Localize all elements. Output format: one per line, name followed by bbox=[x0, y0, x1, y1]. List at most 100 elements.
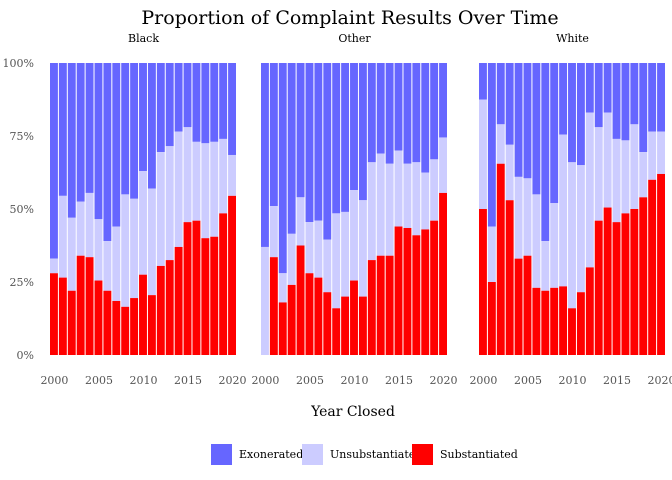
bar-unsubstantiated bbox=[67, 217, 76, 291]
bar-unsubstantiated bbox=[103, 241, 112, 291]
bar-unsubstantiated bbox=[430, 159, 439, 221]
bar-substantiated bbox=[296, 245, 305, 355]
bar-unsubstantiated bbox=[630, 124, 639, 209]
bar-exonerated bbox=[358, 63, 367, 201]
x-tick-label: 2015 bbox=[174, 374, 202, 387]
y-tick-label: 75% bbox=[10, 130, 34, 143]
x-tick-label: 2010 bbox=[559, 374, 587, 387]
bar-substantiated bbox=[612, 222, 621, 355]
bar-unsubstantiated bbox=[576, 165, 585, 293]
bar-unsubstantiated bbox=[94, 219, 103, 281]
bar-unsubstantiated bbox=[156, 152, 165, 266]
bar-substantiated bbox=[165, 260, 174, 355]
bar-substantiated bbox=[559, 286, 568, 355]
bar-unsubstantiated bbox=[585, 112, 594, 268]
bar-unsubstantiated bbox=[412, 162, 421, 236]
bar-unsubstantiated bbox=[568, 162, 576, 309]
bar-unsubstantiated bbox=[350, 190, 358, 281]
bar-unsubstantiated bbox=[121, 194, 130, 307]
bar-exonerated bbox=[394, 63, 403, 151]
bar-substantiated bbox=[130, 298, 139, 355]
bar-exonerated bbox=[385, 63, 394, 164]
bar-unsubstantiated bbox=[58, 195, 67, 278]
bar-exonerated bbox=[121, 63, 130, 195]
bar-exonerated bbox=[112, 63, 121, 227]
bar-unsubstantiated bbox=[269, 206, 278, 258]
bar-exonerated bbox=[147, 63, 156, 189]
bar-unsubstantiated bbox=[139, 171, 147, 275]
bar-unsubstantiated bbox=[130, 198, 139, 299]
bar-substantiated bbox=[332, 308, 341, 355]
bar-exonerated bbox=[496, 63, 505, 125]
bar-exonerated bbox=[183, 63, 192, 128]
bar-substantiated bbox=[403, 227, 412, 355]
y-tick-label: 25% bbox=[10, 276, 34, 289]
bar-exonerated bbox=[594, 63, 603, 128]
bar-exonerated bbox=[50, 63, 58, 259]
bar-exonerated bbox=[165, 63, 174, 147]
bar-substantiated bbox=[421, 229, 430, 355]
bar-substantiated bbox=[523, 255, 532, 355]
bar-unsubstantiated bbox=[639, 152, 648, 198]
bar-exonerated bbox=[367, 63, 376, 163]
bar-exonerated bbox=[341, 63, 350, 212]
bar-exonerated bbox=[174, 63, 183, 132]
bar-exonerated bbox=[550, 63, 559, 204]
bar-substantiated bbox=[201, 238, 210, 355]
bar-exonerated bbox=[421, 63, 430, 173]
bar-unsubstantiated bbox=[594, 127, 603, 221]
facets: Black 2000 2005 2010 2015 2020 Other 2000 2005 20… bbox=[40, 32, 672, 387]
bar-exonerated bbox=[296, 63, 305, 198]
bar-exonerated bbox=[314, 63, 323, 221]
bar-exonerated bbox=[269, 63, 278, 207]
bar-substantiated bbox=[192, 220, 201, 355]
bar-substantiated bbox=[219, 213, 228, 355]
bar-substantiated bbox=[621, 213, 630, 355]
bar-substantiated bbox=[305, 273, 314, 355]
bar-unsubstantiated bbox=[479, 99, 487, 209]
bar-substantiated bbox=[85, 257, 94, 355]
bar-substantiated bbox=[394, 226, 403, 355]
y-tick-label: 0% bbox=[17, 349, 34, 362]
bar-substantiated bbox=[174, 246, 183, 355]
bar-unsubstantiated bbox=[523, 178, 532, 256]
bar-substantiated bbox=[287, 284, 296, 355]
bar-unsubstantiated bbox=[332, 213, 341, 309]
bar-substantiated bbox=[385, 255, 394, 355]
bar-unsubstantiated bbox=[210, 141, 219, 237]
bar-unsubstantiated bbox=[487, 226, 496, 282]
bar-exonerated bbox=[523, 63, 532, 179]
bar-unsubstantiated bbox=[603, 112, 612, 208]
bar-substantiated bbox=[228, 195, 236, 355]
bar-unsubstantiated bbox=[376, 153, 385, 256]
x-tick-label: 2020 bbox=[430, 374, 458, 387]
bar-substantiated bbox=[487, 282, 496, 355]
bar-unsubstantiated bbox=[201, 143, 210, 239]
bar-exonerated bbox=[278, 63, 287, 274]
bar-exonerated bbox=[479, 63, 487, 100]
x-tick-label: 2020 bbox=[648, 374, 672, 387]
bar-substantiated bbox=[350, 280, 358, 355]
legend-swatch-substantiated bbox=[412, 444, 433, 465]
x-tick-label: 2005 bbox=[296, 374, 324, 387]
bar-unsubstantiated bbox=[403, 163, 412, 228]
bar-substantiated bbox=[412, 235, 421, 355]
bar-exonerated bbox=[332, 63, 341, 214]
bar-substantiated bbox=[657, 173, 665, 355]
bar-exonerated bbox=[323, 63, 332, 240]
bar-substantiated bbox=[58, 277, 67, 355]
bar-unsubstantiated bbox=[323, 239, 332, 293]
bar-exonerated bbox=[201, 63, 210, 144]
bar-substantiated bbox=[496, 163, 505, 355]
bar-unsubstantiated bbox=[358, 200, 367, 297]
bar-exonerated bbox=[228, 63, 236, 155]
legend-label-substantiated: Substantiated bbox=[440, 448, 518, 461]
bar-substantiated bbox=[639, 197, 648, 355]
bar-substantiated bbox=[541, 290, 550, 355]
bar-substantiated bbox=[514, 258, 523, 355]
bar-unsubstantiated bbox=[550, 203, 559, 288]
bar-exonerated bbox=[85, 63, 94, 193]
bar-substantiated bbox=[121, 306, 130, 355]
bar-exonerated bbox=[350, 63, 358, 191]
bar-substantiated bbox=[50, 273, 58, 355]
